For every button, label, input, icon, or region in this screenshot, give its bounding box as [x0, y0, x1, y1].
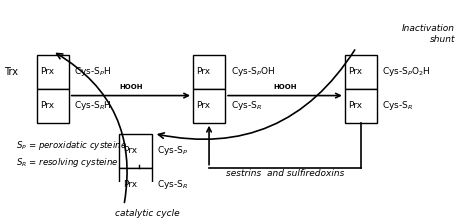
Text: HOOH: HOOH [119, 84, 143, 90]
Text: Cys-S$_R$: Cys-S$_R$ [231, 99, 262, 112]
Bar [345, 55, 377, 89]
Text: Prx: Prx [348, 101, 362, 110]
Text: Prx: Prx [196, 67, 210, 76]
Text: Inactivation
shunt: Inactivation shunt [402, 24, 455, 44]
Bar [36, 55, 69, 89]
Bar [193, 55, 225, 89]
Text: Cys-S$_P$OH: Cys-S$_P$OH [231, 65, 275, 78]
Bar [119, 134, 152, 168]
Text: Cys-S$_P$H: Cys-S$_P$H [74, 65, 111, 78]
Text: Prx: Prx [196, 101, 210, 110]
Text: Cys-S$_R$: Cys-S$_R$ [157, 178, 188, 191]
Text: Cys-S$_P$O$_2$H: Cys-S$_P$O$_2$H [383, 65, 431, 78]
Bar [193, 89, 225, 123]
Text: sestrins  and sulfiredoxins: sestrins and sulfiredoxins [226, 169, 344, 178]
Text: Cys-S$_P$: Cys-S$_P$ [157, 144, 188, 157]
Text: Cys-S$_R$: Cys-S$_R$ [383, 99, 414, 112]
Bar [119, 168, 152, 202]
Text: Prx: Prx [40, 101, 54, 110]
Bar [345, 89, 377, 123]
Text: Prx: Prx [123, 146, 137, 155]
Text: $S_P$ = peroxidatic cysteine
$S_R$ = resolving cysteine: $S_P$ = peroxidatic cysteine $S_R$ = res… [16, 139, 127, 170]
Text: HOOH: HOOH [273, 84, 297, 90]
Text: Prx: Prx [123, 180, 137, 189]
Text: catalytic cycle: catalytic cycle [115, 209, 179, 218]
Text: Prx: Prx [40, 67, 54, 76]
Text: Prx: Prx [348, 67, 362, 76]
Text: Trx: Trx [4, 67, 18, 77]
Bar [36, 89, 69, 123]
Text: Cys-S$_R$H: Cys-S$_R$H [74, 99, 112, 112]
